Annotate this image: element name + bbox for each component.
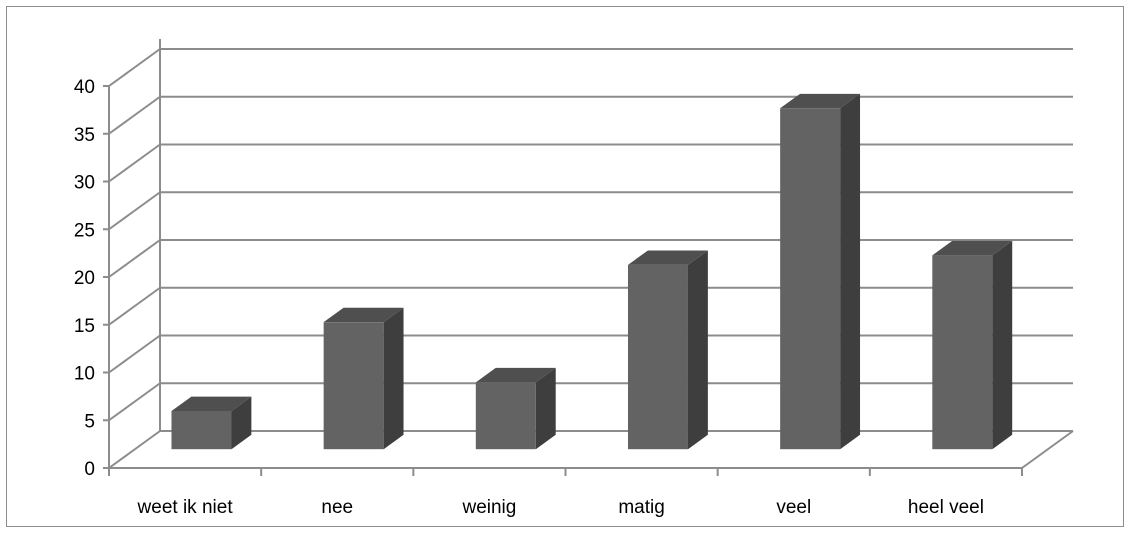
bars — [171, 93, 1013, 450]
bar-chart: 0 5 10 15 20 25 30 35 40 weet ik niet nee weinig mat… — [74, 39, 1074, 518]
bar-top-weet-ik-niet — [171, 396, 252, 411]
x-tick-label: nee — [321, 497, 353, 518]
floor-right-line — [1021, 430, 1074, 469]
chart-frame: 0 5 10 15 20 25 30 35 40 weet ik niet nee weinig mat… — [6, 6, 1124, 527]
gridline-side — [108, 48, 161, 87]
y-tick-label: 40 — [74, 77, 95, 98]
x-tick-label: veel — [776, 497, 811, 518]
bar-side-matig — [687, 250, 708, 450]
gridline-side — [108, 382, 161, 422]
bar-matig — [627, 264, 688, 450]
y-tick-label: 35 — [74, 125, 95, 146]
bar-top-matig — [627, 250, 708, 265]
gridline-side — [108, 95, 161, 135]
bar-side-heel-veel — [992, 240, 1013, 450]
bar-side-nee — [383, 307, 404, 450]
bar-heel-veel — [932, 255, 993, 450]
bar-side-veel — [840, 93, 861, 450]
bar-top-weinig — [475, 367, 556, 383]
bar-top-heel-veel — [932, 240, 1013, 256]
bar-weet-ik-niet — [171, 411, 232, 450]
bar-nee — [323, 322, 384, 450]
gridline-side — [108, 143, 161, 183]
gridline-side — [108, 430, 161, 469]
y-tick-label: 10 — [74, 364, 95, 385]
y-tick-label: 30 — [74, 173, 95, 194]
bar-top-nee — [323, 307, 404, 323]
x-tick-label: weinig — [461, 497, 516, 518]
x-tick-label: matig — [618, 497, 664, 518]
y-tick-label: 20 — [74, 268, 95, 289]
bar-top-veel — [780, 93, 861, 109]
y-tick-label: 25 — [74, 220, 95, 241]
y-tick-label: 5 — [84, 411, 95, 432]
gridline-side — [108, 286, 161, 326]
x-tick-label: heel veel — [908, 497, 984, 518]
gridline-side — [108, 191, 161, 231]
y-tick-label: 0 — [84, 459, 95, 480]
y-tick-label: 15 — [74, 316, 95, 337]
bar-side-weinig — [535, 367, 556, 450]
bar-weinig — [475, 382, 536, 450]
axes — [103, 39, 1074, 476]
gridlines — [108, 48, 1073, 469]
gridline-side — [108, 239, 161, 278]
labels: 0 5 10 15 20 25 30 35 40 weet ik niet nee weinig mat… — [74, 77, 984, 518]
bar-veel — [780, 108, 841, 450]
x-tick-label: weet ik niet — [137, 497, 234, 518]
bar-side-weet-ik-niet — [231, 396, 252, 450]
gridline-side — [108, 334, 161, 374]
